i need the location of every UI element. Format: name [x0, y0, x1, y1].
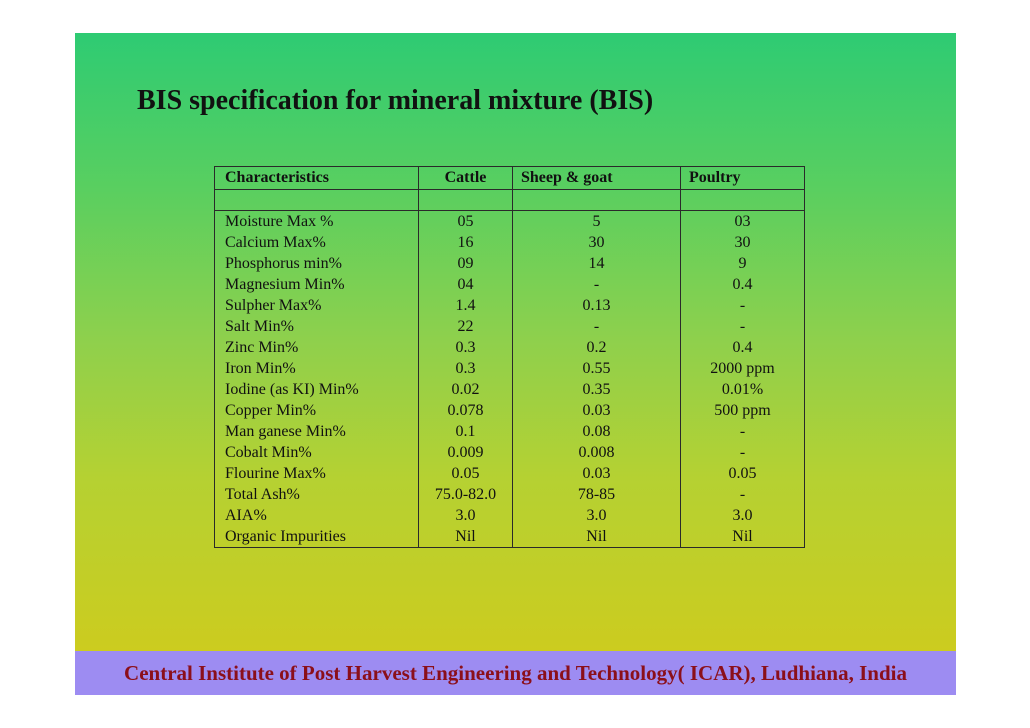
table-row: Flourine Max% 0.05 0.03 0.05 — [214, 463, 805, 484]
cell-cattle: 04 — [418, 274, 513, 295]
cell-cattle: 0.05 — [418, 463, 513, 484]
cell-characteristic: Cobalt Min% — [214, 442, 419, 463]
cell-sheep-goat: 0.55 — [512, 358, 681, 379]
table-row: Zinc Min% 0.3 0.2 0.4 — [214, 337, 805, 358]
table-header-row: Characteristics Cattle Sheep & goat Poul… — [214, 166, 805, 190]
cell-poultry: - — [680, 484, 805, 505]
cell-sheep-goat: 0.03 — [512, 463, 681, 484]
cell-cattle: 75.0-82.0 — [418, 484, 513, 505]
table-row: Calcium Max% 16 30 30 — [214, 232, 805, 253]
header-poultry: Poultry — [680, 166, 805, 190]
cell-sheep-goat: 14 — [512, 253, 681, 274]
cell-poultry: - — [680, 442, 805, 463]
table-row: Salt Min% 22- - — [214, 316, 805, 337]
cell-characteristic: Copper Min% — [214, 400, 419, 421]
cell-cattle: 3.0 — [418, 505, 513, 526]
cell-poultry: - — [680, 295, 805, 316]
header-cattle: Cattle — [418, 166, 513, 190]
cell-sheep-goat: 0.08 — [512, 421, 681, 442]
table-row: Organic Impurities Nil Nil Nil — [214, 526, 805, 548]
table-row: Copper Min% 0.078 0.03 500 ppm — [214, 400, 805, 421]
cell-poultry: 9 — [680, 253, 805, 274]
cell-sheep-goat: 30 — [512, 232, 681, 253]
cell-poultry: 0.4 — [680, 337, 805, 358]
cell-characteristic: Organic Impurities — [214, 526, 419, 548]
cell-sheep-goat: 0.13 — [512, 295, 681, 316]
header-characteristics: Characteristics — [214, 166, 419, 190]
cell-characteristic: Iron Min% — [214, 358, 419, 379]
cell-characteristic: Salt Min% — [214, 316, 419, 337]
cell-poultry: 3.0 — [680, 505, 805, 526]
cell-sheep-goat: - — [512, 316, 681, 337]
cell-sheep-goat: 78-85 — [512, 484, 681, 505]
cell-characteristic: Phosphorus min% — [214, 253, 419, 274]
cell-cattle: 0.009 — [418, 442, 513, 463]
table-row: Cobalt Min% 0.009 0.008- — [214, 442, 805, 463]
table-row: Magnesium Min% 04-0.4 — [214, 274, 805, 295]
cell-sheep-goat: 5 — [512, 210, 681, 232]
cell-sheep-goat: 0.2 — [512, 337, 681, 358]
cell-poultry: - — [680, 421, 805, 442]
cell-cattle: 0.078 — [418, 400, 513, 421]
table-row: Iodine (as KI) Min% 0.02 0.35 0.01% — [214, 379, 805, 400]
table-row: Total Ash% 75.0-82.0 78-85- — [214, 484, 805, 505]
cell-characteristic: Moisture Max % — [214, 210, 419, 232]
cell-cattle: 05 — [418, 210, 513, 232]
cell-cattle: 1.4 — [418, 295, 513, 316]
cell-characteristic: Calcium Max% — [214, 232, 419, 253]
cell-sheep-goat: 3.0 — [512, 505, 681, 526]
table-spacer-row — [214, 189, 805, 211]
cell-poultry: 500 ppm — [680, 400, 805, 421]
cell-sheep-goat: 0.03 — [512, 400, 681, 421]
table-row: Iron Min% 0.3 0.55 2000 ppm — [214, 358, 805, 379]
cell-sheep-goat: - — [512, 274, 681, 295]
cell-characteristic: Magnesium Min% — [214, 274, 419, 295]
cell-cattle: Nil — [418, 526, 513, 548]
cell-poultry: 0.01% — [680, 379, 805, 400]
cell-poultry: 0.4 — [680, 274, 805, 295]
cell-cattle: 0.1 — [418, 421, 513, 442]
cell-sheep-goat: Nil — [512, 526, 681, 548]
table-row: Man ganese Min% 0.1 0.08- — [214, 421, 805, 442]
footer-bar: Central Institute of Post Harvest Engine… — [75, 651, 956, 695]
cell-characteristic: Sulpher Max% — [214, 295, 419, 316]
table-row: Phosphorus min% 09 14 9 — [214, 253, 805, 274]
cell-cattle: 09 — [418, 253, 513, 274]
cell-sheep-goat: 0.008 — [512, 442, 681, 463]
slide-title: BIS specification for mineral mixture (B… — [137, 85, 654, 116]
cell-cattle: 16 — [418, 232, 513, 253]
cell-characteristic: Zinc Min% — [214, 337, 419, 358]
cell-characteristic: Total Ash% — [214, 484, 419, 505]
cell-poultry: - — [680, 316, 805, 337]
cell-cattle: 0.02 — [418, 379, 513, 400]
header-sheep-goat: Sheep & goat — [512, 166, 681, 190]
table-row: Moisture Max % 05 5 03 — [214, 210, 805, 232]
cell-characteristic: Iodine (as KI) Min% — [214, 379, 419, 400]
footer-institute-name: Central Institute of Post Harvest Engine… — [124, 660, 907, 685]
cell-poultry: 03 — [680, 210, 805, 232]
cell-characteristic: Man ganese Min% — [214, 421, 419, 442]
cell-poultry: 0.05 — [680, 463, 805, 484]
cell-cattle: 0.3 — [418, 337, 513, 358]
cell-poultry: Nil — [680, 526, 805, 548]
cell-sheep-goat: 0.35 — [512, 379, 681, 400]
cell-poultry: 30 — [680, 232, 805, 253]
table-row: Sulpher Max% 1.4 0.13- — [214, 295, 805, 316]
cell-characteristic: AIA% — [214, 505, 419, 526]
cell-characteristic: Flourine Max% — [214, 463, 419, 484]
specification-table: Characteristics Cattle Sheep & goat Poul… — [214, 166, 805, 548]
cell-cattle: 0.3 — [418, 358, 513, 379]
table-row: AIA% 3.0 3.0 3.0 — [214, 505, 805, 526]
cell-poultry: 2000 ppm — [680, 358, 805, 379]
cell-cattle: 22 — [418, 316, 513, 337]
